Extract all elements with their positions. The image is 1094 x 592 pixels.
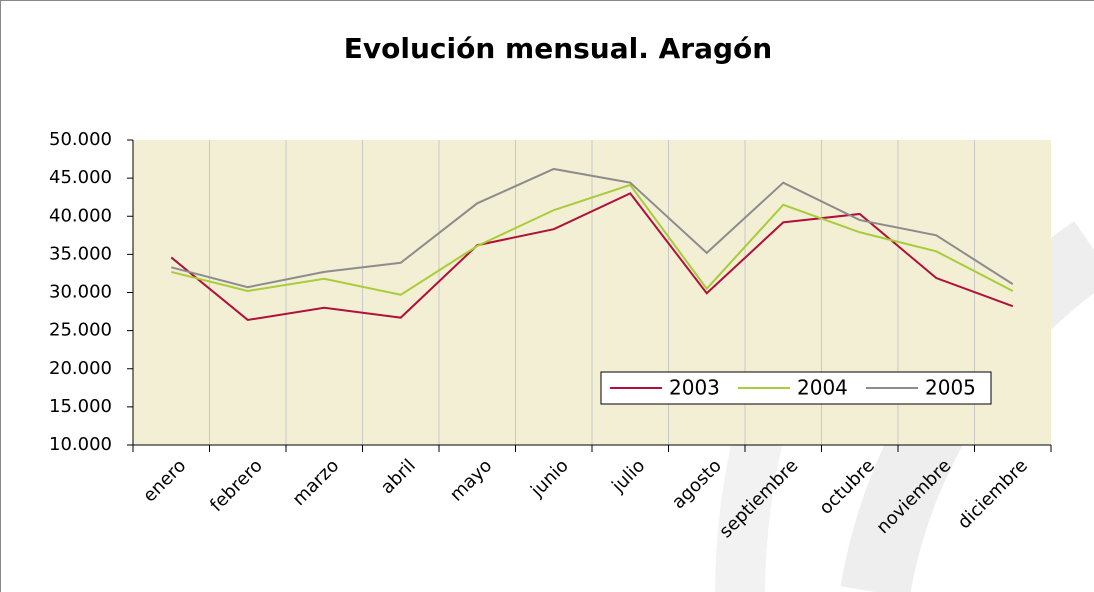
chart-title: Evolución mensual. Aragón <box>344 32 772 65</box>
x-tick-label: agosto <box>668 455 726 513</box>
x-tick-label: diciembre <box>954 455 1032 533</box>
x-tick-label: julio <box>607 455 649 497</box>
y-tick-label: 30.000 <box>49 282 112 303</box>
x-tick-label: junio <box>526 455 573 502</box>
x-tick-label: abril <box>377 455 420 498</box>
x-tick-label: febrero <box>206 455 267 516</box>
y-tick-label: 40.000 <box>49 205 112 226</box>
y-tick-label: 35.000 <box>49 243 112 264</box>
legend-label: 2003 <box>669 376 720 400</box>
y-tick-label: 20.000 <box>49 358 112 379</box>
y-tick-label: 25.000 <box>49 320 112 341</box>
series-line <box>170 167 1014 289</box>
y-tick-label: 50.000 <box>49 129 112 150</box>
series-line <box>170 192 1014 322</box>
series-line <box>171 183 1014 296</box>
y-tick-label: 10.000 <box>49 434 112 455</box>
y-tick-label: 15.000 <box>49 396 112 417</box>
x-tick-label: enero <box>139 455 190 506</box>
x-tick-label: marzo <box>289 455 344 510</box>
legend-label: 2005 <box>925 376 976 400</box>
x-tick-label: mayo <box>446 455 496 505</box>
legend-label: 2004 <box>797 376 848 400</box>
legend-box <box>600 371 992 405</box>
y-tick-label: 45.000 <box>49 167 112 188</box>
